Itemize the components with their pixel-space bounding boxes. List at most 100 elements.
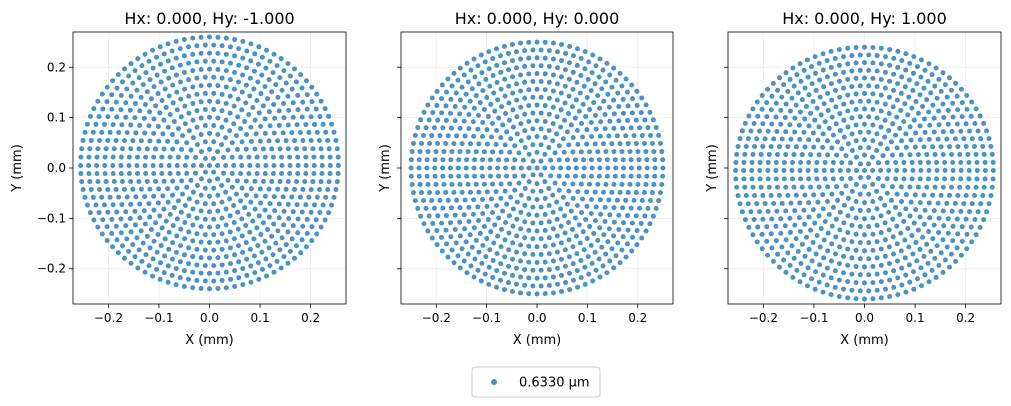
scatter-point <box>578 274 584 280</box>
scatter-point <box>223 206 229 212</box>
scatter-point <box>743 143 749 149</box>
scatter-point <box>151 116 157 122</box>
scatter-point <box>887 62 893 68</box>
scatter-point <box>278 56 284 62</box>
scatter-point <box>762 136 768 142</box>
scatter-point <box>961 136 967 142</box>
scatter-point <box>966 159 972 165</box>
scatter-point <box>223 135 229 141</box>
scatter-point <box>490 149 496 155</box>
scatter-point <box>857 98 863 104</box>
scatter-point <box>478 278 484 284</box>
scatter-point <box>942 176 948 182</box>
scatter-point <box>448 110 454 116</box>
scatter-point <box>128 93 134 99</box>
scatter-point <box>438 96 444 102</box>
y-axis-label: Y (mm) <box>10 144 25 193</box>
scatter-point <box>520 157 526 163</box>
scatter-point <box>841 237 847 243</box>
scatter-point <box>239 89 245 95</box>
scatter-point <box>158 79 164 85</box>
scatter-point <box>870 138 876 144</box>
scatter-point <box>479 70 485 76</box>
scatter-point <box>930 144 936 150</box>
scatter-point <box>488 101 494 107</box>
scatter-point <box>581 247 587 253</box>
scatter-point <box>451 260 457 266</box>
scatter-point <box>318 179 324 185</box>
scatter-point <box>870 91 876 97</box>
scatter-point <box>147 109 153 115</box>
scatter-point <box>471 225 477 231</box>
scatter-point <box>778 121 784 127</box>
scatter-point <box>558 165 564 171</box>
scatter-point <box>757 159 763 165</box>
scatter-point <box>797 228 803 234</box>
scatter-point <box>620 234 626 240</box>
scatter-point <box>572 173 578 179</box>
scatter-point <box>606 226 612 232</box>
scatter-point <box>907 279 913 285</box>
scatter-point <box>287 154 293 160</box>
x-axis-label: X (mm) <box>513 333 562 348</box>
scatter-point <box>550 290 556 296</box>
scatter-point <box>465 79 471 85</box>
scatter-point <box>787 215 793 221</box>
scatter-point <box>577 90 583 96</box>
scatter-point <box>899 198 905 204</box>
scatter-point <box>845 108 851 114</box>
scatter-point <box>506 117 512 123</box>
scatter-point <box>609 246 615 252</box>
scatter-point <box>267 201 273 207</box>
scatter-point <box>805 168 811 174</box>
scatter-point <box>538 251 544 257</box>
scatter-point <box>812 54 818 60</box>
scatter-point <box>558 256 564 262</box>
scatter-point <box>773 100 779 106</box>
scatter-point <box>898 230 904 236</box>
scatter-point <box>163 218 169 224</box>
scatter-point <box>243 240 249 246</box>
scatter-point <box>518 138 524 144</box>
scatter-point <box>908 137 914 143</box>
scatter-point <box>239 107 245 113</box>
scatter-point <box>518 258 524 264</box>
scatter-point <box>602 111 608 117</box>
scatter-point <box>973 151 979 157</box>
scatter-point <box>160 131 166 137</box>
scatter-point <box>793 102 799 108</box>
scatter-point <box>974 159 980 165</box>
scatter-point <box>530 204 536 210</box>
scatter-point <box>839 190 845 196</box>
scatter-point <box>849 68 855 74</box>
scatter-point <box>236 46 242 52</box>
scatter-point <box>425 102 431 108</box>
scatter-point <box>252 270 258 276</box>
scatter-point <box>630 96 636 102</box>
scatter-point <box>215 286 221 292</box>
scatter-point <box>546 202 552 208</box>
scatter-point <box>425 228 431 234</box>
scatter-point <box>830 176 836 182</box>
scatter-point <box>919 57 925 63</box>
scatter-point <box>530 267 536 273</box>
scatter-point <box>769 216 775 222</box>
scatter-point <box>304 92 310 98</box>
scatter-point <box>514 216 520 222</box>
scatter-point <box>142 221 148 227</box>
scatter-point <box>570 86 576 92</box>
scatter-point <box>828 275 834 281</box>
scatter-point <box>488 196 494 202</box>
scatter-point <box>964 231 970 237</box>
scatter-point <box>816 152 822 158</box>
scatter-point <box>170 146 176 152</box>
scatter-point <box>273 82 279 88</box>
scatter-point <box>289 236 295 242</box>
scatter-point <box>309 238 315 244</box>
scatter-point <box>526 39 532 45</box>
scatter-point <box>849 131 855 137</box>
scatter-point <box>555 281 560 287</box>
scatter-point <box>464 60 470 66</box>
scatter-point <box>801 129 807 135</box>
